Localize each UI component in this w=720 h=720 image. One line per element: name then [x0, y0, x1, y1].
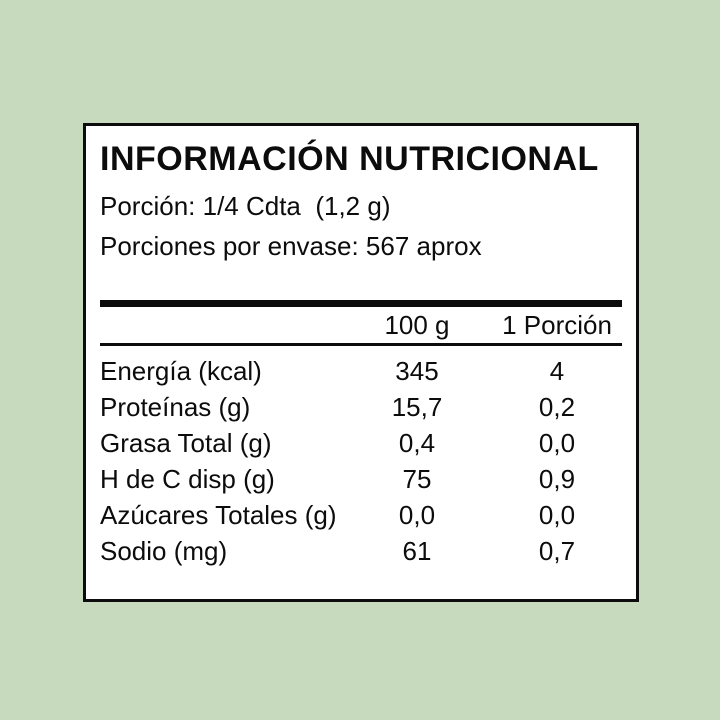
servings-per-container-line: Porciones por envase: 567 aprox	[100, 231, 482, 261]
value-per-100g: 75	[402, 463, 432, 494]
value-per-100g: 0,4	[398, 427, 436, 458]
nutrition-label-card: INFORMACIÓN NUTRICIONAL Porción: 1/4 Cdt…	[83, 123, 639, 602]
value-per-serving: 4	[549, 355, 565, 386]
nutrient-name: H de C disp (g)	[100, 463, 275, 494]
nutrient-name: Proteínas (g)	[100, 391, 251, 422]
nutrient-name: Azúcares Totales (g)	[100, 499, 337, 530]
header-divider-line	[100, 343, 622, 346]
value-per-100g: 0,0	[398, 499, 436, 530]
thick-divider-bar	[100, 300, 622, 307]
value-per-serving: 0,7	[538, 535, 576, 566]
table-row-h-de-c-disp: H de C disp (g) 75 0,9	[100, 461, 622, 497]
value-per-serving: 0,2	[538, 391, 576, 422]
nutrition-rows: Energía (kcal) 345 4 Proteínas (g) 15,7 …	[100, 346, 622, 569]
table-header-row: 100 g 1 Porción	[100, 307, 622, 343]
table-row-grasa-total: Grasa Total (g) 0,4 0,0	[100, 425, 622, 461]
nutrient-name: Grasa Total (g)	[100, 427, 272, 458]
serving-size-line: Porción: 1/4 Cdta (1,2 g)	[100, 191, 391, 221]
value-per-serving: 0,9	[538, 463, 576, 494]
table-row-sodio: Sodio (mg) 61 0,7	[100, 533, 622, 569]
table-row-azucares-totales: Azúcares Totales (g) 0,0 0,0	[100, 497, 622, 533]
column-header-100g: 100 g	[384, 309, 450, 340]
value-per-100g: 345	[395, 355, 439, 386]
nutrition-label-title: INFORMACIÓN NUTRICIONAL	[100, 140, 599, 178]
value-per-100g: 61	[402, 535, 432, 566]
value-per-serving: 0,0	[538, 427, 576, 458]
nutrient-name: Sodio (mg)	[100, 535, 228, 566]
value-per-serving: 0,0	[538, 499, 576, 530]
nutrient-name: Energía (kcal)	[100, 355, 262, 386]
value-per-100g: 15,7	[391, 391, 443, 422]
table-row-proteinas: Proteínas (g) 15,7 0,2	[100, 389, 622, 425]
table-row-energia: Energía (kcal) 345 4	[100, 353, 622, 389]
column-header-1-porcion: 1 Porción	[502, 309, 612, 340]
